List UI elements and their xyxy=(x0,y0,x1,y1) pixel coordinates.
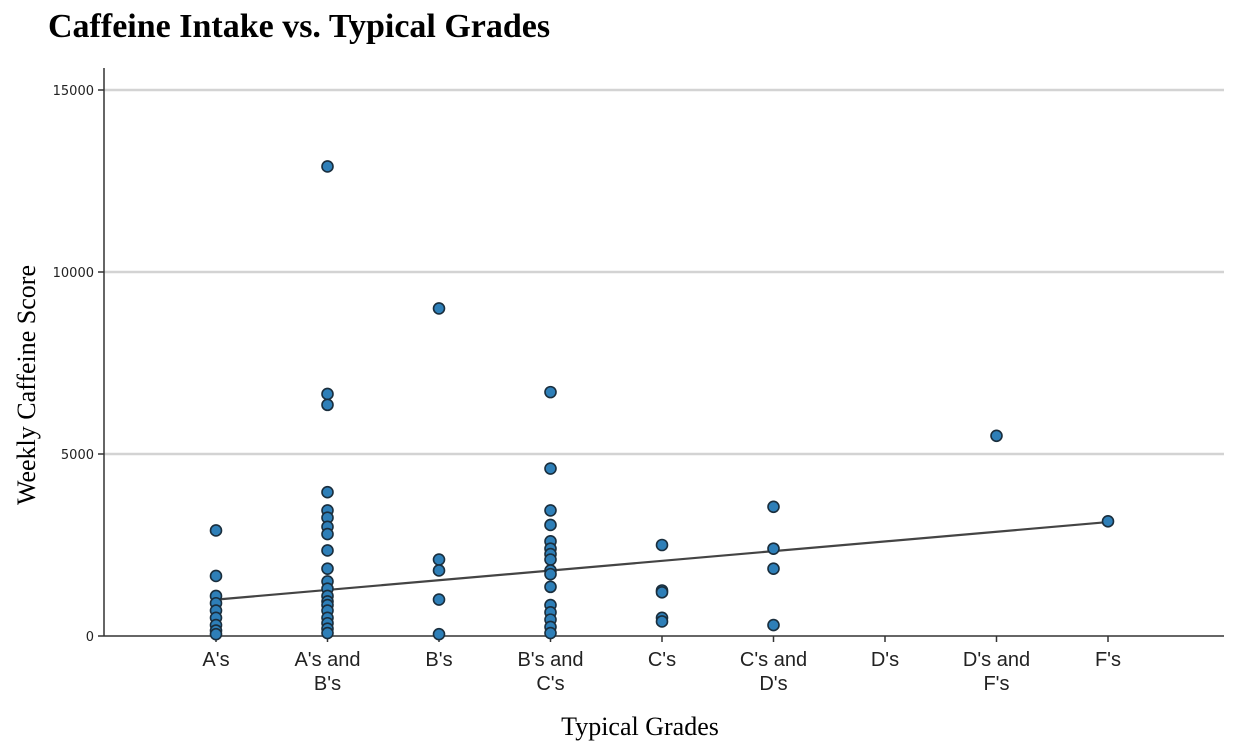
chart-title: Caffeine Intake vs. Typical Grades xyxy=(48,8,551,45)
data-point xyxy=(321,544,334,557)
x-tick-label-line: C's xyxy=(536,673,564,695)
axes xyxy=(103,68,1224,637)
grid-lines xyxy=(104,88,1224,456)
data-point xyxy=(209,627,223,641)
data-point xyxy=(544,504,557,517)
x-tick-label: D's xyxy=(871,649,899,671)
data-point xyxy=(544,462,557,475)
data-point xyxy=(990,429,1003,443)
data-point xyxy=(321,626,334,640)
x-tick-label-line: D's and xyxy=(963,649,1030,671)
data-point xyxy=(432,302,446,315)
x-tick-label-line: B's xyxy=(314,673,341,695)
data-points xyxy=(209,160,1115,641)
data-point xyxy=(544,518,557,532)
data-point xyxy=(321,485,334,499)
x-tick-label-line: A's xyxy=(202,649,229,671)
y-tick-label: 0 xyxy=(86,630,94,645)
x-tick-labels: A's A's and B'sB's B's and C'sC's C's and D'sD… xyxy=(202,636,1121,695)
data-point xyxy=(321,387,334,401)
x-tick-label-line: C's and xyxy=(740,649,807,671)
data-point xyxy=(432,553,446,566)
x-tick-label: F's xyxy=(1095,649,1121,671)
data-point xyxy=(767,542,780,555)
data-point xyxy=(544,626,557,640)
y-tick-labels: 0 5000 10000 15000 xyxy=(53,84,104,645)
x-tick-label: D's and F's xyxy=(963,649,1030,695)
y-tick-label: 15000 xyxy=(53,84,94,99)
x-tick-label-line: B's xyxy=(425,649,452,671)
y-axis-title: Weekly Caffeine Score xyxy=(12,265,41,505)
data-point xyxy=(544,567,557,581)
y-tick-label: 5000 xyxy=(61,448,94,463)
data-point xyxy=(655,538,669,552)
data-point xyxy=(209,569,223,583)
data-point xyxy=(432,627,446,641)
x-tick-label: B's and C's xyxy=(517,649,583,695)
x-tick-label-line: D's xyxy=(759,673,787,695)
x-tick-label-line: C's xyxy=(648,649,676,671)
trendline-group xyxy=(215,520,1109,601)
x-tick-label: C's and D's xyxy=(740,649,807,695)
trendline xyxy=(215,520,1109,601)
data-point xyxy=(432,593,446,606)
data-point xyxy=(321,527,334,541)
x-tick-label: A's and B's xyxy=(294,649,360,695)
data-point xyxy=(209,524,223,537)
data-point xyxy=(655,615,669,628)
data-point xyxy=(1101,515,1115,528)
x-axis-title: Typical Grades xyxy=(561,712,719,741)
data-point xyxy=(767,500,780,514)
data-point xyxy=(432,564,446,577)
data-point xyxy=(767,562,780,575)
x-tick-label: C's xyxy=(648,649,676,671)
y-tick-label: 10000 xyxy=(53,266,94,281)
x-tick-label: B's xyxy=(425,649,452,671)
data-point xyxy=(655,586,669,599)
data-point xyxy=(321,160,334,173)
data-point xyxy=(321,562,334,575)
x-tick-label-line: D's xyxy=(871,649,899,671)
data-point xyxy=(767,618,780,632)
data-point xyxy=(544,580,557,594)
x-tick-label-line: B's and xyxy=(517,649,583,671)
x-tick-label-line: F's xyxy=(983,673,1009,695)
data-point xyxy=(321,398,334,412)
data-point xyxy=(544,553,557,566)
x-tick-label: A's xyxy=(202,649,229,671)
data-point xyxy=(544,385,557,399)
x-tick-label-line: F's xyxy=(1095,649,1121,671)
x-tick-label-line: A's and xyxy=(294,649,360,671)
